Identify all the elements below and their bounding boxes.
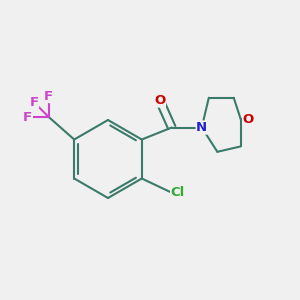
Text: O: O [243,113,254,126]
Text: Cl: Cl [171,185,185,199]
Text: F: F [44,89,53,103]
Text: N: N [196,121,207,134]
Text: F: F [23,110,32,124]
Text: O: O [154,94,165,107]
Text: F: F [29,96,38,109]
